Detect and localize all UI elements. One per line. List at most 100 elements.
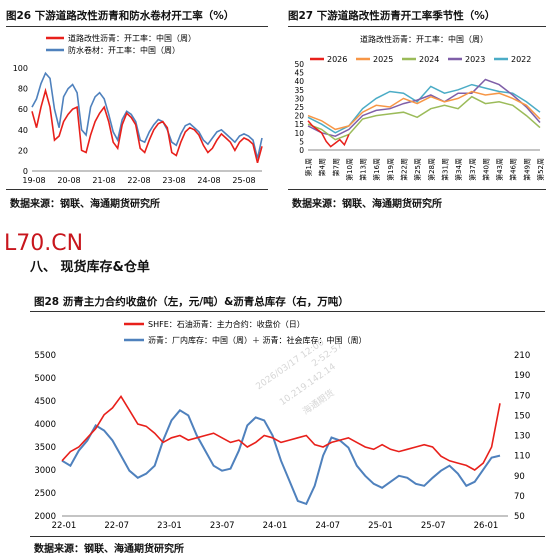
fig27-y-tick-label: 30 [294, 94, 304, 103]
fig28-title: 图28 沥青主力合约收盘价（左，元/吨）&沥青总库存（右，万吨） [34, 296, 349, 308]
fig27-x-tick-label: 第13周 [359, 158, 368, 181]
fig28-y-right-tick-label: 110 [514, 452, 530, 462]
fig26-series-line [31, 87, 263, 164]
fig26-y-tick-label: 60 [18, 105, 28, 114]
fig27-y-tick-label: 35 [294, 86, 304, 95]
fig27-title-rule [288, 26, 546, 27]
fig26-chart: 0 20 40 60 80 100 19-08 20-08 21-08 22-08 23-08 24-… [13, 33, 263, 185]
fig27-x-tick-label: 第22周 [400, 158, 409, 181]
fig28-y-right-tick-label: 150 [514, 411, 530, 421]
fig27-x-tick-label: 第31周 [440, 158, 449, 181]
fig28-x-tick-label: 24-07 [315, 521, 340, 531]
fig27-subtitle: 道路改性沥青：开工率：中国（周） [360, 34, 488, 44]
fig27-x-tick-label: 第25周 [413, 158, 422, 181]
fig26-x-tick-label: 20-08 [57, 176, 80, 185]
fig27-legend-label: 2025 [373, 55, 393, 64]
fig26-title: 图26 下游道路改性沥青和防水卷材开工率（%） [6, 10, 235, 22]
fig27-x-tick-label: 第10周 [345, 158, 354, 181]
fig28-x-tick-label: 26-01 [474, 521, 499, 531]
fig26-x-tick-label: 23-08 [162, 176, 185, 185]
fig27-y-tick-label: 45 [294, 69, 304, 78]
fig27-legend-label: 2024 [419, 55, 439, 64]
fig27-legend-label: 2022 [511, 55, 531, 64]
fig26-x-tick-label: 21-08 [92, 176, 115, 185]
fig28-x-tick-label: 22-07 [104, 521, 129, 531]
fig28-y-left-tick-label: 2500 [34, 489, 56, 499]
fig27-legend-label: 2026 [327, 55, 347, 64]
fig26-bottom-rule [6, 189, 268, 190]
fig28-y-left-tick-label: 4000 [34, 420, 56, 430]
fig28-y-left-tick-label: 5000 [34, 374, 56, 384]
fig26-source: 数据来源：钢联、海通期货研究所 [10, 199, 160, 210]
fig27-series-line [307, 78, 541, 137]
site-logo: L70.CN [4, 231, 84, 256]
fig27-series-line [307, 90, 541, 131]
fig28-y-right-tick-label: 190 [514, 371, 530, 381]
fig27-x-tick-label: 第40周 [481, 158, 490, 181]
fig28-inventory-line [61, 408, 501, 506]
fig26-x-tick-label: 24-08 [197, 176, 220, 185]
fig27-series-line [307, 120, 350, 148]
fig27-source: 数据来源：钢联、海通期货研究所 [292, 199, 442, 210]
fig27-y-tick-label: 0 [299, 146, 304, 155]
fig28-source: 数据来源：钢联、海通期货研究所 [34, 544, 184, 555]
fig26-legend-label: 防水卷材：开工率：中国（周） [68, 45, 180, 55]
fig28-x-tick-label: 23-07 [210, 521, 235, 531]
fig26-y-tick-label: 40 [18, 126, 28, 135]
fig28-x-tick-label: 25-01 [368, 521, 393, 531]
fig27-x-tick-label: 第37周 [468, 158, 477, 181]
fig26-x-tick-label: 25-08 [232, 176, 255, 185]
fig28-x-tick-label: 23-01 [157, 521, 182, 531]
fig28-y-right-tick-label: 70 [514, 492, 525, 502]
fig27-x-tick-label: 第52周 [536, 158, 545, 181]
fig26-title-rule [6, 26, 268, 27]
fig27-y-tick-label: 20 [294, 112, 304, 121]
fig27-legend-label: 2023 [465, 55, 485, 64]
fig27-y-tick-label: 50 [294, 60, 304, 69]
fig27-y-tick-label: 40 [294, 77, 304, 86]
fig27-x-tick-label: 第4周 [318, 158, 327, 176]
fig28-legend-label-price: SHFE：石油沥青：主力合约：收盘价（日） [148, 319, 305, 329]
fig28-y-right-tick-label: 210 [514, 351, 530, 361]
fig27-series-line [307, 83, 541, 134]
fig28-x-tick-label: 25-07 [421, 521, 446, 531]
fig28-y-right-tick-label: 50 [514, 512, 525, 522]
fig28-y-left-tick-label: 3500 [34, 443, 56, 453]
fig26-y-tick-label: 20 [18, 146, 28, 155]
fig28-title-rule [30, 311, 545, 312]
fig28-y-left-tick-label: 3000 [34, 466, 56, 476]
fig27-x-tick-label: 第28周 [427, 158, 436, 181]
fig28-y-right-tick-label: 170 [514, 391, 530, 401]
fig26-y-tick-label: 0 [23, 167, 28, 176]
fig28-x-tick-label: 24-01 [263, 521, 288, 531]
fig28-legend-label-inventory: 沥青：厂内库存：中国（周）＋ 沥青：社会库存：中国（周） [148, 335, 367, 345]
fig28-y-left-tick-label: 2000 [34, 512, 56, 522]
fig26-y-tick-label: 100 [13, 64, 28, 73]
fig26-x-tick-label: 19-08 [22, 176, 45, 185]
fig27-title: 图27 下游道路改性沥青开工率季节性（%） [288, 10, 496, 22]
fig28-bottom-rule [30, 536, 545, 537]
fig28-y-right-tick-label: 130 [514, 432, 530, 442]
fig27-y-tick-label: 15 [294, 120, 304, 129]
fig27-y-tick-label: 25 [294, 103, 304, 112]
fig27-x-tick-label: 第46周 [509, 158, 518, 181]
fig26-y-tick-label: 80 [18, 85, 28, 94]
fig28-x-tick-label: 22-01 [52, 521, 77, 531]
fig26-x-tick-label: 22-08 [127, 176, 150, 185]
fig28-chart: 2000 2500 3000 3500 4000 4500 5000 5500 50 70 90 11… [34, 319, 530, 531]
fig27-y-tick-label: 10 [294, 129, 304, 138]
fig28-price-line [61, 394, 501, 471]
section-heading: 八、 现货库存&仓单 [30, 260, 150, 275]
fig28-y-left-tick-label: 5500 [34, 351, 56, 361]
fig27-series-line [307, 95, 541, 141]
fig27-x-tick-label: 第49周 [522, 158, 531, 181]
fig26-series-line [31, 71, 263, 159]
fig26-legend-label: 道路改性沥青：开工率：中国（周） [68, 33, 196, 43]
fig27-x-tick-label: 第34周 [454, 158, 463, 181]
fig27-bottom-rule [288, 189, 546, 190]
fig27-x-tick-label: 第16周 [372, 158, 381, 181]
fig27-x-tick-label: 第1周 [304, 158, 313, 176]
fig27-x-tick-label: 第19周 [386, 158, 395, 181]
fig28-y-left-tick-label: 4500 [34, 397, 56, 407]
